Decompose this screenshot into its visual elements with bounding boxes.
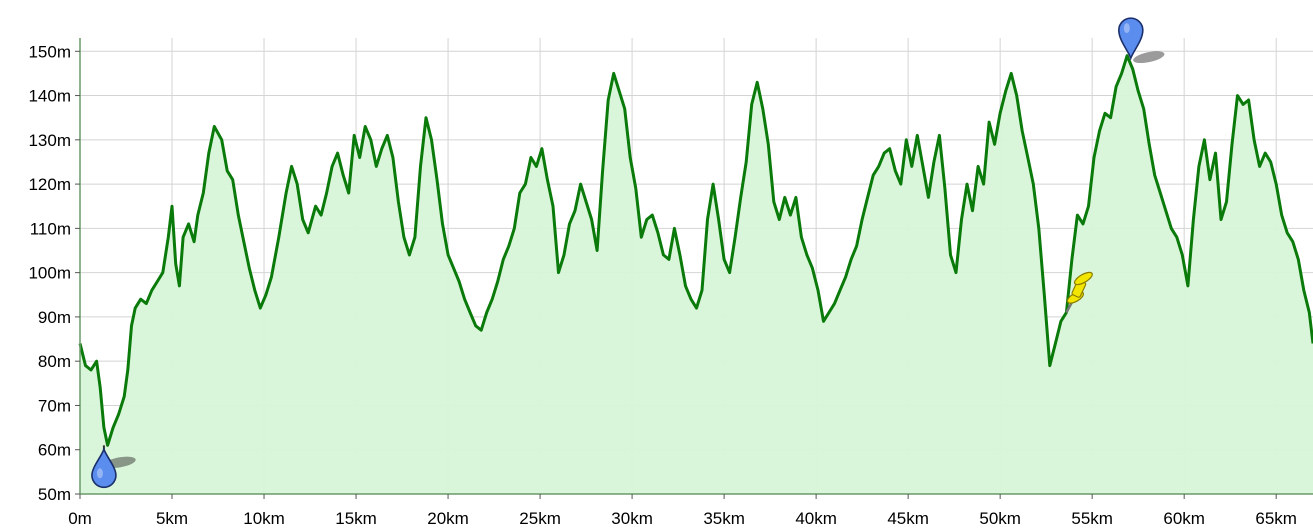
x-axis-tick-labels: 0m 5km 10km 15km 20km 25km 30km 35km 40km 45km 50k… [68,509,1297,528]
elevation-area [78,54,1313,494]
elevation-line [78,54,1313,447]
x-tick-label: 35km [703,509,745,528]
y-tick-label: 80m [38,352,71,371]
y-tick-label: 100m [28,264,71,283]
blue-pin-icon [1118,17,1165,64]
x-tick-label: 30km [611,509,653,528]
x-tick-label: 65km [1255,509,1297,528]
x-tick-label: 40km [795,509,837,528]
y-tick-label: 150m [28,42,71,61]
x-tick-label: 45km [887,509,929,528]
x-tick-label: 60km [1163,509,1205,528]
x-tick-label: 55km [1071,509,1113,528]
y-tick-label: 70m [38,396,71,415]
x-tick-label: 50km [979,509,1021,528]
blue-pin-icon [91,445,136,489]
yellow-pushpin-icon [1065,271,1093,314]
x-tick-label: 15km [335,509,377,528]
y-tick-label: 90m [38,308,71,327]
x-tick-label: 20km [427,509,469,528]
y-tick-label: 120m [28,175,71,194]
y-tick-label: 130m [28,131,71,150]
x-tick-label: 25km [519,509,561,528]
chart-markers [91,17,1165,489]
y-tick-label: 60m [38,441,71,460]
elevation-fill [80,55,1313,494]
y-tick-label: 50m [38,485,71,504]
chart-axes [75,38,1313,499]
x-tick-label: 0m [68,509,92,528]
y-tick-label: 140m [28,87,71,106]
y-axis-tick-labels: 50m 60m 70m 80m 90m 100m 110m 120m 130m 140m 150m [28,42,71,504]
x-tick-label: 10km [243,509,285,528]
y-tick-label: 110m [30,219,71,238]
x-tick-label: 5km [156,509,188,528]
